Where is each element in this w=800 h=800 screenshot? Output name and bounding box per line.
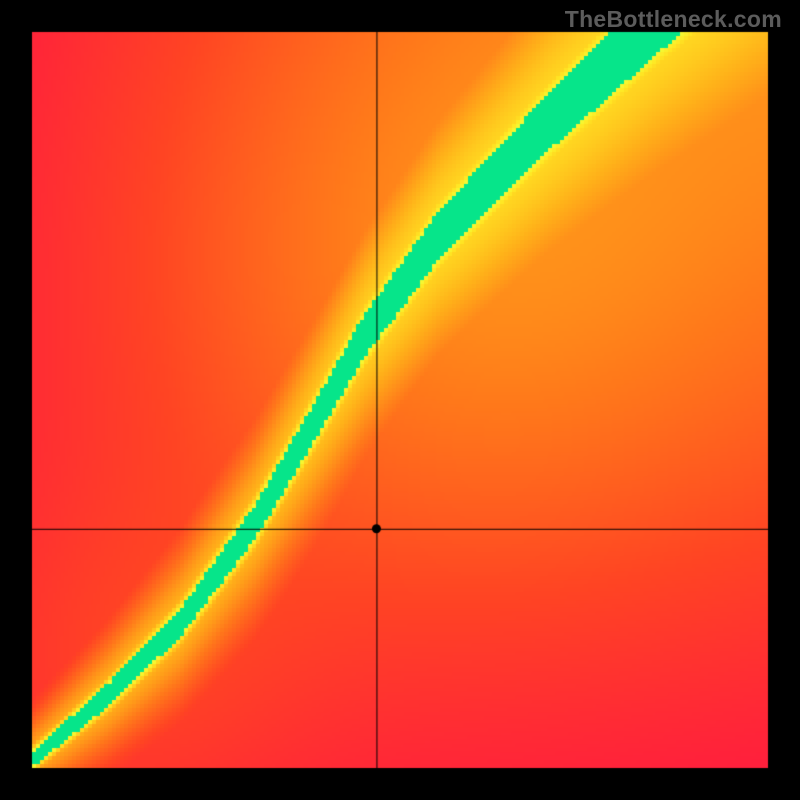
heatmap-canvas [0, 0, 800, 800]
watermark-text: TheBottleneck.com [565, 6, 782, 33]
chart-container: TheBottleneck.com [0, 0, 800, 800]
